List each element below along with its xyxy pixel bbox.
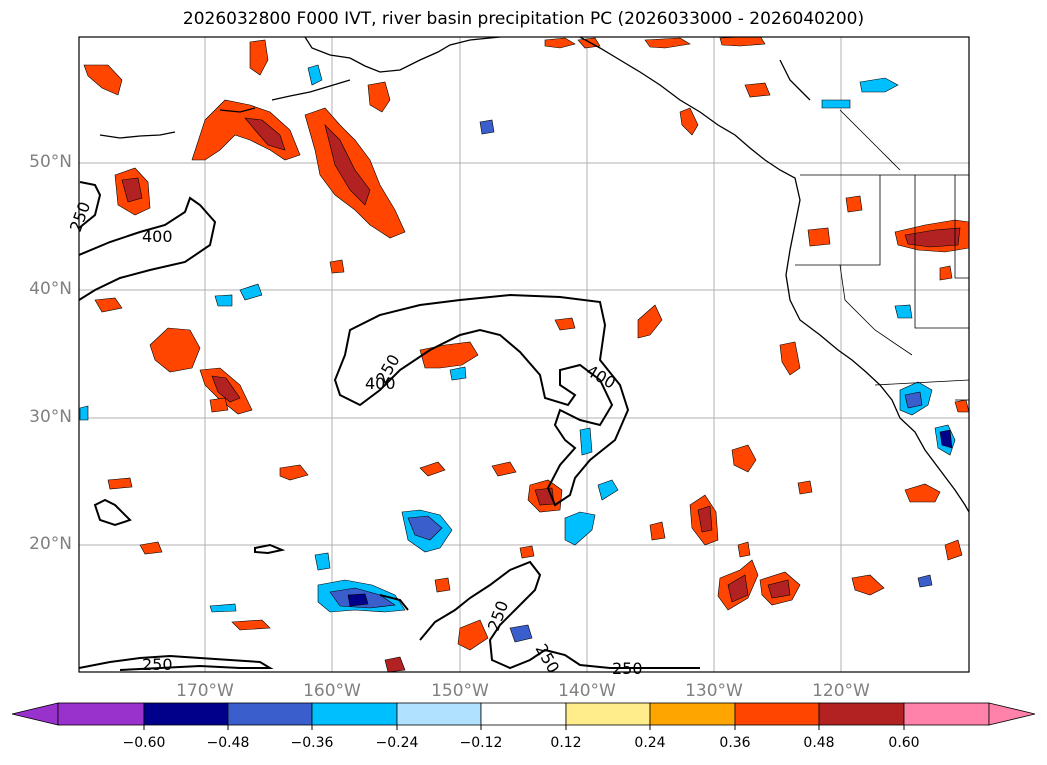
patch-north-pacific-1 (191, 99, 301, 161)
contour-label: 250 (612, 659, 643, 678)
patch-5 (419, 341, 479, 369)
neg-patch-4 (859, 77, 899, 93)
patch-40 (107, 477, 133, 490)
contour-label: 400 (365, 374, 396, 393)
neg-patch-20 (917, 574, 933, 588)
patch-28 (139, 541, 163, 555)
patch-29 (457, 619, 489, 651)
patch-34 (939, 265, 953, 281)
patch-19 (544, 37, 576, 49)
political-borders (795, 109, 969, 401)
neg-patch-9 (214, 294, 233, 307)
neg-patch-3 (564, 511, 596, 546)
patch-27 (491, 461, 517, 477)
colorbar-tick-label: −0.36 (290, 735, 334, 751)
contour-label: 400 (142, 227, 173, 246)
patch-32 (329, 259, 345, 274)
colorbar-extend-low (11, 702, 59, 726)
colorbar-tick-label: 0.24 (634, 735, 666, 751)
patch-17 (367, 81, 391, 113)
lon-label-160w: 160°W (303, 681, 361, 701)
colorbar-extend-high (988, 702, 1036, 726)
neg-patch-12 (597, 479, 619, 501)
patch-13 (904, 483, 941, 503)
colorbar-tick-label: 0.12 (550, 735, 582, 751)
colorbar-tick-label: −0.12 (459, 735, 503, 751)
patch-3 (149, 327, 201, 373)
patch-21 (644, 37, 691, 49)
colorbar-tick-label: 0.48 (803, 735, 835, 751)
gridlines (79, 37, 969, 672)
patch-43 (845, 195, 863, 213)
colorbar (11, 702, 1036, 730)
lat-label-40n: 40°N (29, 279, 72, 299)
neg-patch-15 (209, 603, 237, 613)
patch-9 (731, 444, 757, 473)
neg-patch-11 (579, 427, 593, 456)
positive-anomaly-patches (83, 37, 969, 672)
coastline (99, 37, 969, 513)
patch-25 (279, 464, 309, 481)
contour-label: 250 (532, 641, 564, 677)
patch-41 (231, 619, 271, 631)
neg-patch-16 (821, 99, 851, 109)
colorbar-tick-label: 0.36 (719, 735, 751, 751)
colorbar-tick-label: 0.60 (888, 735, 920, 751)
patch-22 (719, 37, 766, 47)
lon-label-120w: 120°W (812, 681, 870, 701)
lon-label-150w: 150°W (431, 681, 489, 701)
colorbar-tick-label: −0.48 (206, 735, 250, 751)
lat-label-20n: 20°N (29, 534, 72, 554)
patch-7 (637, 304, 663, 339)
neg-patch-17 (307, 64, 323, 86)
patch-36 (737, 541, 751, 558)
neg-patch-7 (894, 304, 913, 319)
neg-patch-19 (79, 405, 89, 421)
contour-label: 400 (583, 361, 619, 393)
lon-label-130w: 130°W (685, 681, 743, 701)
patch-30 (384, 656, 406, 672)
patch-15 (779, 341, 801, 376)
patch-23 (744, 82, 771, 98)
neg-patch-13 (449, 366, 467, 381)
patch-45 (519, 545, 535, 559)
patch-37 (944, 539, 963, 561)
lon-label-140w: 140°W (558, 681, 616, 701)
patch-2 (83, 64, 123, 96)
colorbar-tick-label: −0.60 (122, 735, 166, 751)
neg-patch-18 (479, 119, 495, 135)
figure-title: 2026032800 F000 IVT, river basin precipi… (182, 9, 865, 29)
patch-42 (209, 397, 229, 413)
lat-label-30n: 30°N (29, 407, 72, 427)
patch-33 (554, 317, 576, 331)
lat-label-50n: 50°N (29, 152, 72, 172)
patch-44 (434, 577, 451, 593)
patch-24 (679, 107, 699, 136)
patch-18 (249, 39, 269, 76)
map-frame (78, 36, 970, 673)
patch-16 (807, 227, 831, 247)
colorbar-tick-label: −0.24 (375, 735, 419, 751)
patch-14 (851, 574, 885, 596)
contour-label: 250 (66, 199, 94, 234)
neg-patch-14 (314, 552, 331, 571)
contour-label: 250 (142, 655, 173, 674)
contour-label: 250 (484, 598, 512, 633)
neg-patch-10 (509, 624, 533, 643)
patch-31 (94, 297, 123, 313)
patch-35 (649, 521, 666, 541)
lon-label-170w: 170°W (176, 681, 234, 701)
patch-39 (954, 399, 969, 413)
patch-38 (797, 480, 813, 495)
ivt-contours (79, 181, 700, 671)
neg-patch-8 (239, 283, 263, 301)
negative-anomaly-patches (79, 64, 956, 643)
patch-26 (419, 461, 446, 477)
